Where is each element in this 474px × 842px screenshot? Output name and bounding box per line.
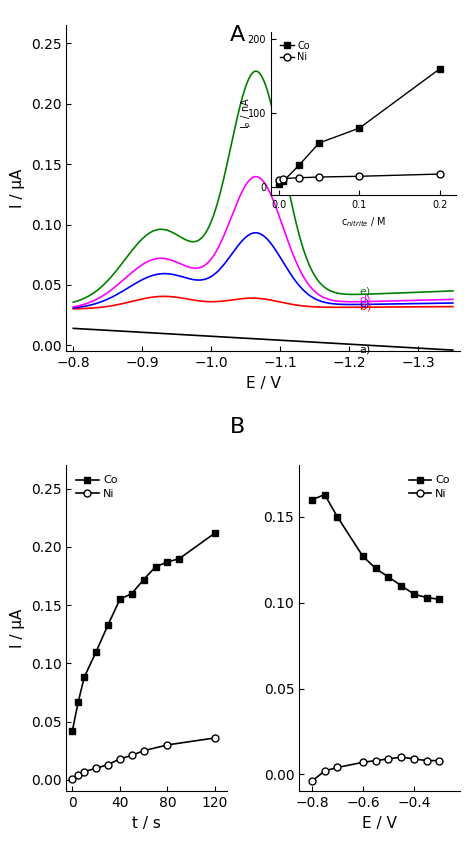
Text: A: A xyxy=(229,25,245,45)
Legend: Co, Ni: Co, Ni xyxy=(404,471,454,504)
Y-axis label: I / μA: I / μA xyxy=(10,168,25,208)
Text: B: B xyxy=(229,417,245,437)
Text: a): a) xyxy=(360,344,371,354)
X-axis label: E / V: E / V xyxy=(362,816,397,831)
Text: b): b) xyxy=(360,301,371,312)
X-axis label: E / V: E / V xyxy=(246,376,281,391)
X-axis label: t / s: t / s xyxy=(132,816,161,831)
Legend: Co, Ni: Co, Ni xyxy=(72,471,122,504)
Text: e): e) xyxy=(360,286,371,296)
Text: d): d) xyxy=(360,295,371,305)
Text: c): c) xyxy=(360,298,370,308)
Y-axis label: I / μA: I / μA xyxy=(10,609,25,648)
